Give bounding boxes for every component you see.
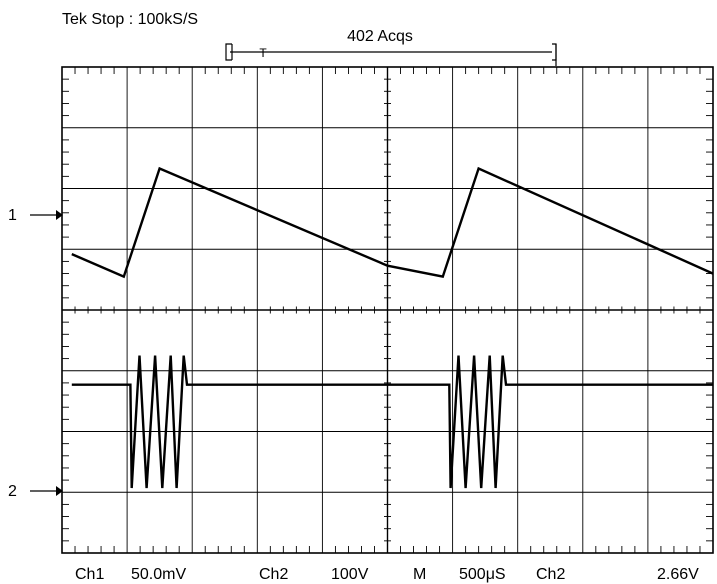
status-text: Tek Stop : 100kS/S [62, 11, 198, 28]
ch2-waveform [71, 355, 713, 489]
acquisition-count: 402 Acqs [347, 28, 413, 45]
record-start-bracket [225, 43, 232, 61]
trigger-level: 2.66V [657, 566, 699, 583]
ch1-ground-marker: 1 [8, 207, 63, 224]
ch2-scale: 100V [331, 566, 369, 583]
ch2-ground-marker: 2 [8, 483, 63, 500]
arrow-right-icon [56, 486, 63, 496]
ch2-label: Ch2 [259, 566, 288, 583]
ch1-waveform [71, 166, 714, 279]
ch1-marker-label: 1 [8, 207, 17, 224]
trigger-source: Ch2 [536, 566, 565, 583]
settings-readout: Ch1 50.0mV Ch2 100V M 500μS Ch2 2.66V [75, 566, 699, 583]
ch2-marker-label: 2 [8, 483, 17, 500]
trigger-position-marker: T [259, 46, 267, 60]
record-view-bar: T [225, 43, 557, 66]
arrow-right-icon [56, 210, 63, 220]
ch1-scale: 50.0mV [131, 566, 186, 583]
graticule [61, 66, 714, 554]
timebase-label: M [413, 566, 426, 583]
ch1-label: Ch1 [75, 566, 104, 583]
timebase-value: 500μS [459, 566, 506, 583]
waveform-traces [71, 166, 714, 489]
